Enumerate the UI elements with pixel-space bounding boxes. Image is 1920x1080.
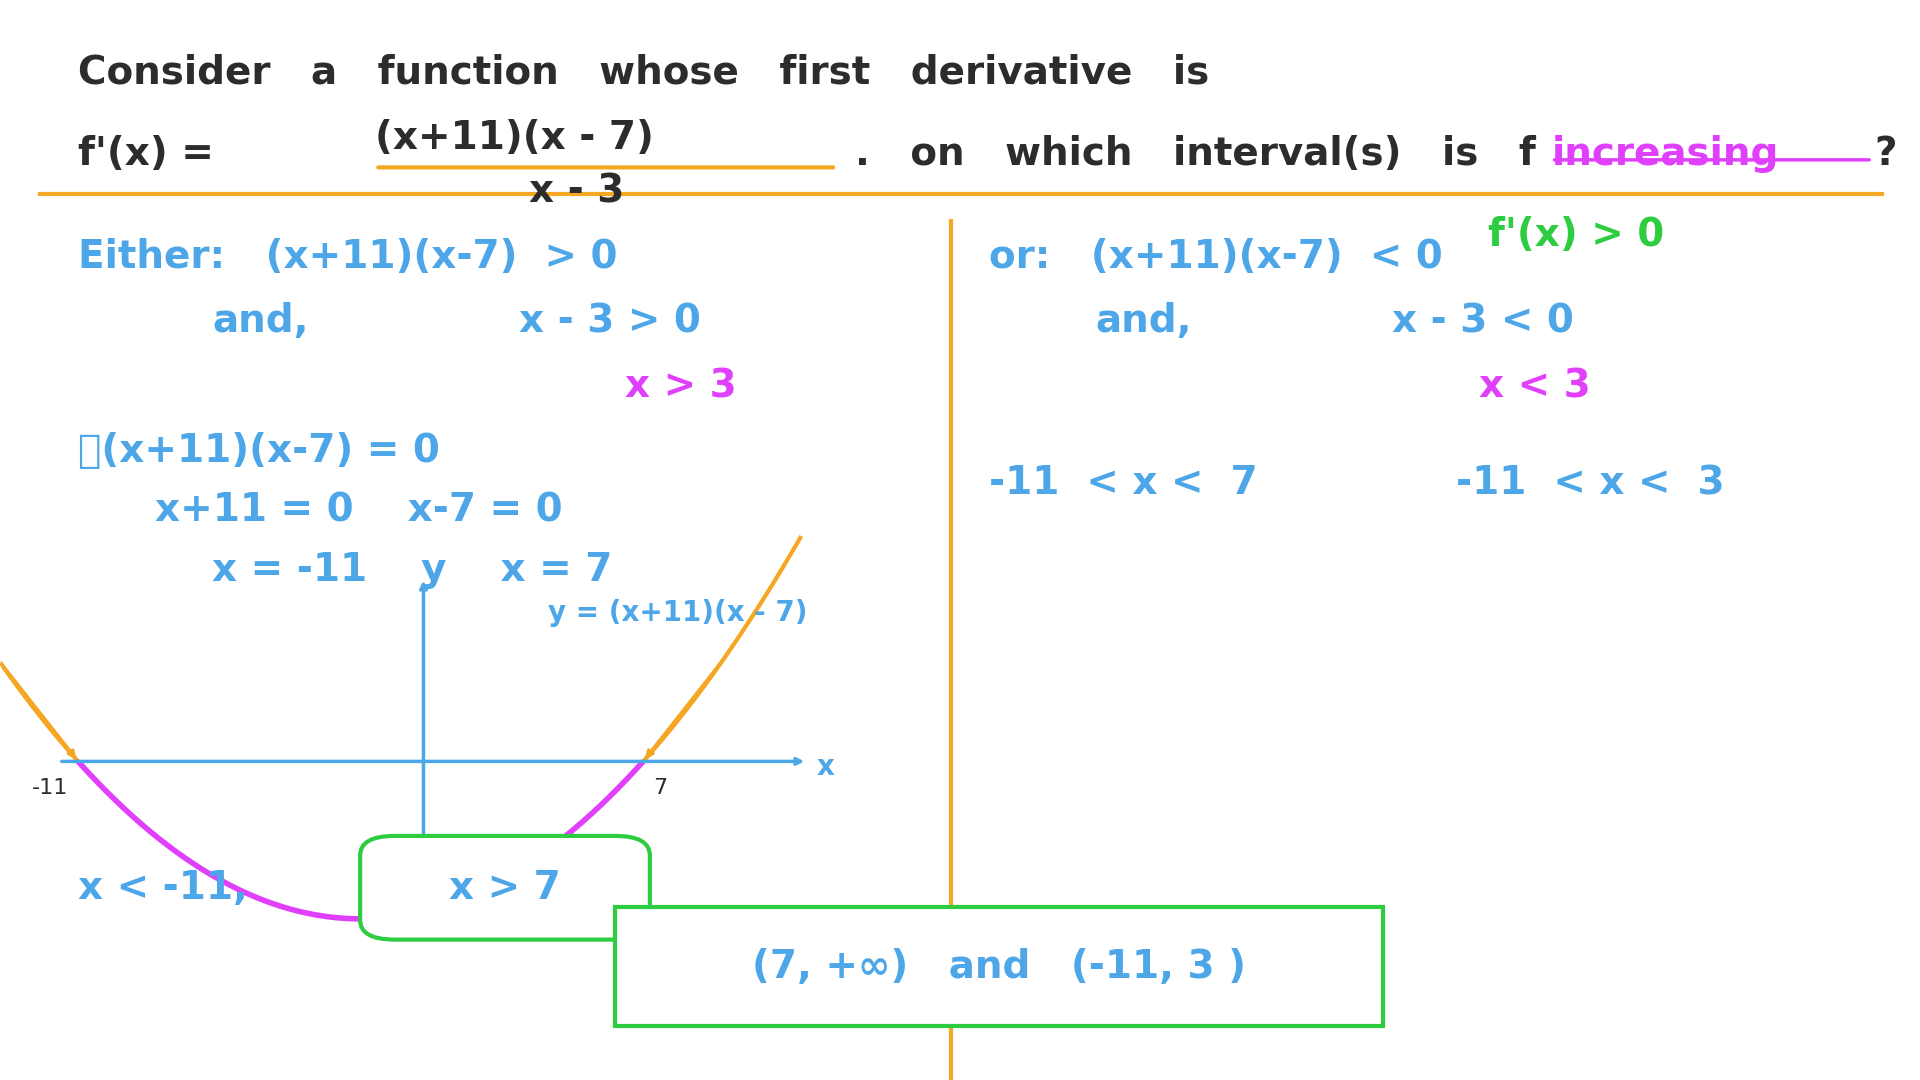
Text: x - 3: x - 3 [530,173,624,211]
Text: and,: and, [1094,302,1192,340]
Text: -11  < x <  7: -11 < x < 7 [989,464,1258,502]
Text: and,: and, [213,302,309,340]
Text: 7: 7 [653,778,666,798]
Text: increasing: increasing [1551,135,1780,173]
Text: ⤸(x+11)(x-7) = 0: ⤸(x+11)(x-7) = 0 [79,432,440,470]
Text: f'(x) =: f'(x) = [79,135,213,173]
Text: x - 3 > 0: x - 3 > 0 [520,302,701,340]
Text: x: x [816,753,835,781]
Text: ?: ? [1874,135,1897,173]
FancyBboxPatch shape [361,836,649,940]
FancyBboxPatch shape [614,907,1382,1026]
Text: x - 3 < 0: x - 3 < 0 [1392,302,1574,340]
Text: f'(x) > 0: f'(x) > 0 [1488,216,1665,254]
Text: x = -11    y    x = 7: x = -11 y x = 7 [213,551,612,589]
Text: Either:   (x+11)(x-7)  > 0: Either: (x+11)(x-7) > 0 [79,238,618,275]
Text: x+11 = 0    x-7 = 0: x+11 = 0 x-7 = 0 [156,491,563,529]
Text: -11  < x <  3: -11 < x < 3 [1402,464,1724,502]
Text: (7, +∞)   and   (-11, 3 ): (7, +∞) and (-11, 3 ) [753,947,1246,986]
Text: x > 3: x > 3 [624,367,737,405]
Text: (x+11)(x - 7): (x+11)(x - 7) [376,119,655,157]
Text: .   on   which   interval(s)   is   f: . on which interval(s) is f [854,135,1536,173]
Text: Consider   a   function   whose   first   derivative   is: Consider a function whose first derivati… [79,54,1210,92]
Text: -11: -11 [33,778,69,798]
Text: or:   (x+11)(x-7)  < 0: or: (x+11)(x-7) < 0 [989,238,1444,275]
Text: x > 7: x > 7 [449,868,561,907]
Text: x < 3: x < 3 [1478,367,1590,405]
Text: x < -11,: x < -11, [79,869,248,907]
Text: y = (x+11)(x - 7): y = (x+11)(x - 7) [549,599,808,627]
